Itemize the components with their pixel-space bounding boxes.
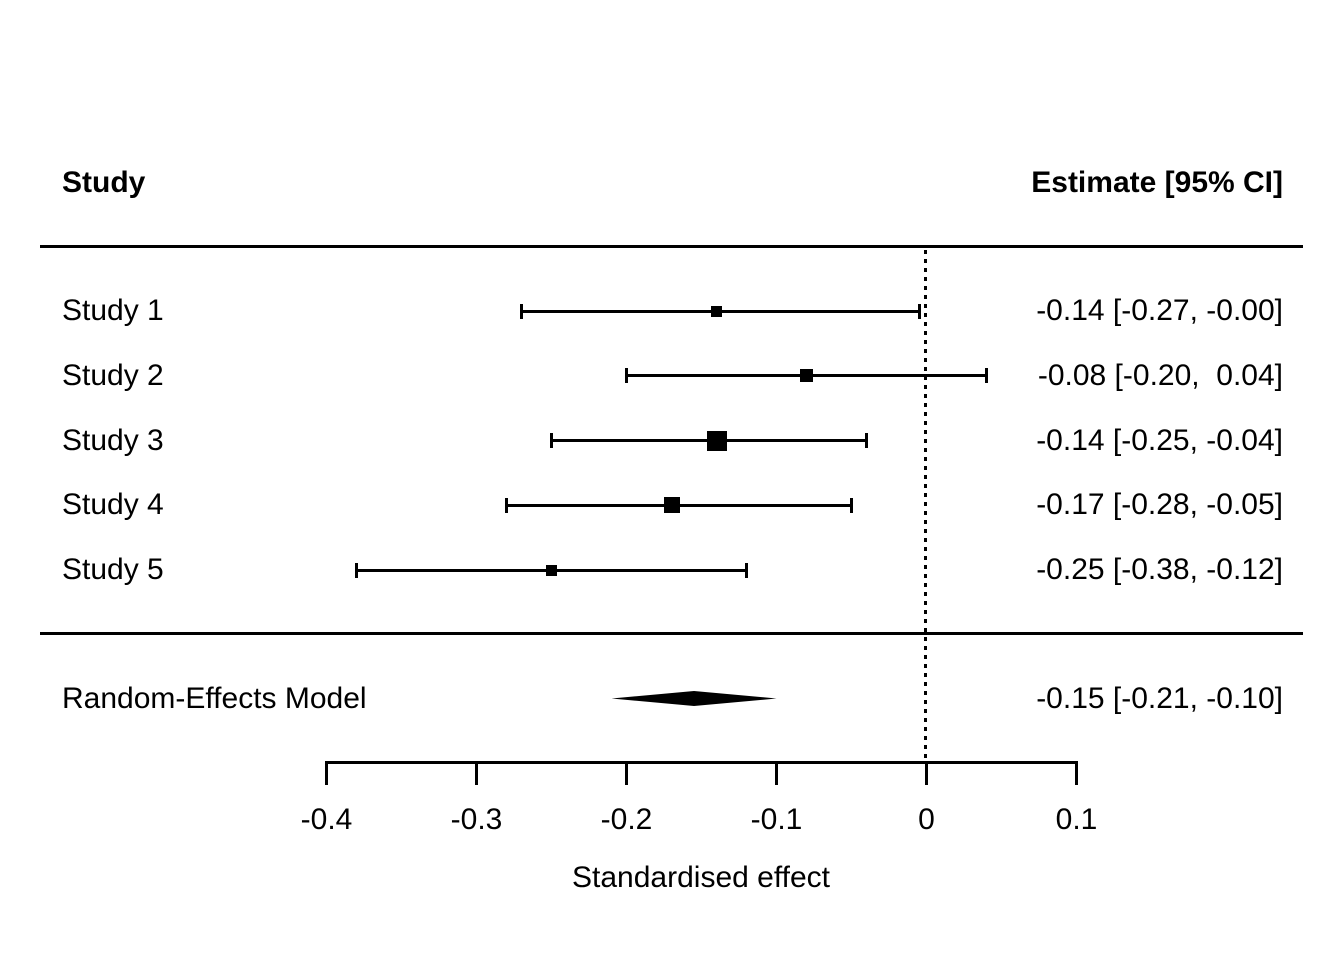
- summary-separator-line: [40, 632, 1303, 635]
- study-label: Study 3: [62, 423, 164, 457]
- ci-cap-left: [550, 433, 553, 449]
- effect-box: [663, 497, 680, 514]
- axis-tick: [475, 761, 478, 785]
- axis-tick-label: -0.4: [300, 803, 353, 836]
- effect-box: [800, 369, 813, 383]
- axis-tick: [1075, 761, 1078, 785]
- axis-tick: [625, 761, 628, 785]
- estimate-text: -0.14 [-0.25, -0.04]: [1036, 423, 1283, 457]
- summary-label: Random-Effects Model: [62, 681, 367, 715]
- axis-tick: [775, 761, 778, 785]
- header-separator-line: [40, 245, 1303, 248]
- effect-box: [706, 430, 727, 451]
- study-label: Study 1: [62, 294, 164, 327]
- column-header-estimate: Estimate [95% CI]: [1031, 166, 1283, 199]
- summary-diamond: [611, 691, 777, 706]
- ci-cap-left: [625, 368, 628, 384]
- ci-cap-right: [985, 368, 988, 384]
- effect-box: [711, 305, 722, 317]
- zero-reference-line: [924, 250, 927, 762]
- ci-cap-right: [745, 562, 748, 578]
- column-header-study: Study: [62, 166, 146, 199]
- study-label: Study 5: [62, 553, 164, 587]
- axis-tick-label: 0: [918, 803, 935, 836]
- axis-tick: [325, 761, 328, 785]
- axis-tick-label: 0.1: [1055, 803, 1098, 836]
- estimate-text: -0.25 [-0.38, -0.12]: [1036, 553, 1283, 587]
- estimate-text: -0.08 [-0.20, 0.04]: [1037, 358, 1283, 392]
- estimate-text: -0.14 [-0.27, -0.00]: [1036, 294, 1283, 327]
- ci-cap-right: [850, 497, 853, 513]
- estimate-text: -0.15 [-0.21, -0.10]: [1036, 681, 1283, 715]
- x-axis-title: Standardised effect: [572, 861, 830, 894]
- axis-tick: [925, 761, 928, 785]
- ci-cap-right: [865, 433, 868, 449]
- effect-box: [546, 564, 557, 576]
- ci-cap-right: [917, 303, 921, 319]
- ci-cap-left: [520, 303, 523, 319]
- ci-cap-left: [355, 562, 358, 578]
- study-label: Study 4: [62, 488, 164, 522]
- axis-tick-label: -0.2: [600, 803, 653, 836]
- estimate-text: -0.17 [-0.28, -0.05]: [1036, 488, 1283, 522]
- axis-tick-label: -0.1: [750, 803, 803, 836]
- axis-line: [325, 761, 1078, 764]
- ci-cap-left: [505, 497, 508, 513]
- study-label: Study 2: [62, 358, 164, 392]
- axis-tick-label: -0.3: [450, 803, 503, 836]
